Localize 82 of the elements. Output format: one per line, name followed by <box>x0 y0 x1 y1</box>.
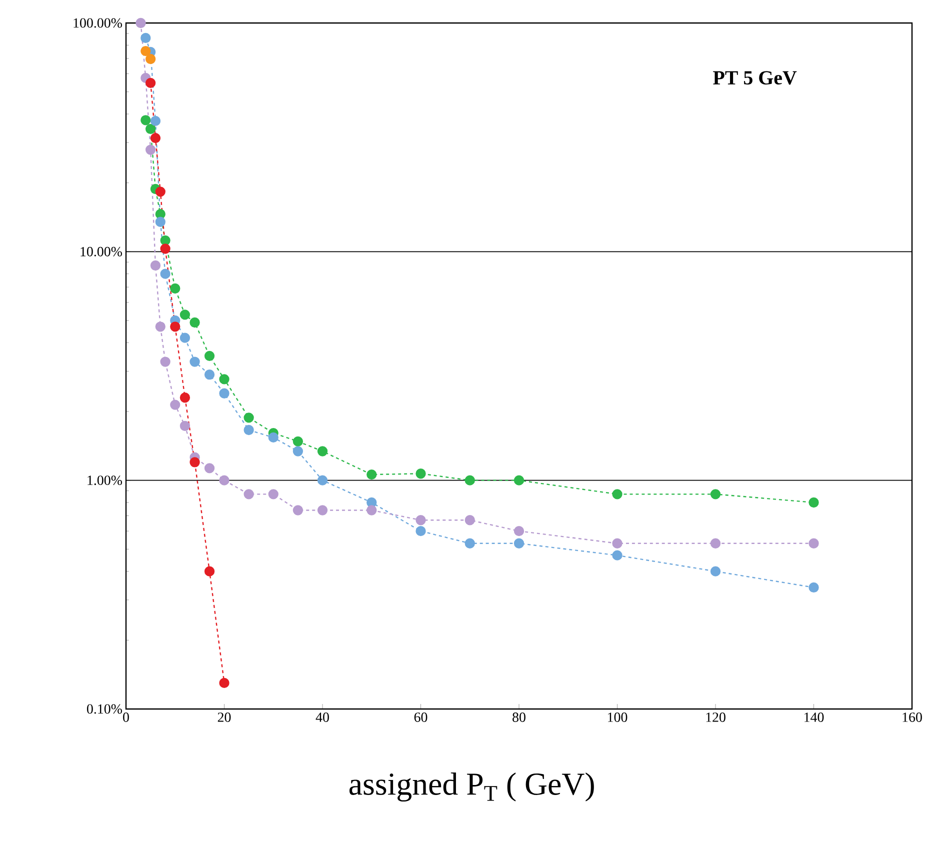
x-tick-label: 40 <box>316 712 329 722</box>
point <box>190 356 200 367</box>
point <box>145 78 156 88</box>
x-axis-title: assigned P$_{T}$ ( GeV) <box>349 772 594 802</box>
point <box>180 310 190 320</box>
point <box>219 475 230 486</box>
point <box>155 216 166 227</box>
point <box>136 18 146 28</box>
point <box>808 497 819 508</box>
point <box>180 392 190 403</box>
point <box>204 566 215 576</box>
point <box>219 678 230 688</box>
point <box>145 54 156 64</box>
point <box>464 538 475 548</box>
point <box>160 244 170 254</box>
point <box>190 457 200 468</box>
point <box>170 322 180 332</box>
point <box>317 505 328 516</box>
point <box>366 469 377 480</box>
point <box>204 350 215 362</box>
x-tick-label: 0 <box>123 712 129 722</box>
point <box>219 388 230 398</box>
x-tick-label: 140 <box>804 712 824 722</box>
point <box>612 550 622 560</box>
point <box>710 566 721 576</box>
point <box>170 400 180 410</box>
point <box>292 436 304 446</box>
point <box>514 538 524 548</box>
x-tick-label: 120 <box>706 712 726 722</box>
x-tick-label: 20 <box>218 712 231 722</box>
point <box>808 538 819 548</box>
point <box>160 235 170 246</box>
point <box>190 317 200 328</box>
point <box>317 475 328 486</box>
y-tick-label: 100.00% <box>74 18 122 28</box>
point <box>317 446 328 456</box>
point <box>514 526 524 536</box>
x-tick-label: 60 <box>414 712 428 722</box>
point <box>180 420 190 431</box>
point <box>140 115 151 126</box>
point <box>155 322 166 332</box>
x-tick-label: 80 <box>512 712 526 722</box>
point <box>710 489 721 500</box>
point <box>204 370 215 380</box>
point <box>160 356 170 367</box>
point <box>464 475 475 486</box>
point <box>366 505 377 516</box>
point <box>219 374 230 384</box>
point <box>416 515 426 526</box>
point <box>150 116 161 126</box>
y-tick-label: 1.00% <box>88 476 122 486</box>
point <box>145 144 156 155</box>
point <box>268 432 278 443</box>
point <box>268 489 278 500</box>
point <box>145 124 156 134</box>
x-tick-label: 160 <box>902 712 922 722</box>
point <box>244 412 254 423</box>
point <box>416 468 426 479</box>
point <box>170 283 180 294</box>
point <box>155 186 166 197</box>
y-tick-label: 0.10% <box>86 704 122 714</box>
point <box>150 260 161 271</box>
point <box>204 463 215 474</box>
point <box>710 538 721 548</box>
point <box>140 32 151 44</box>
x-tick-label: 100 <box>608 712 628 722</box>
point <box>808 582 819 593</box>
point <box>140 46 151 56</box>
point <box>292 505 304 516</box>
point <box>150 132 161 144</box>
annotation: PT 5 GeV <box>713 71 797 85</box>
point <box>180 332 190 343</box>
point <box>612 489 622 500</box>
point <box>514 475 524 486</box>
point <box>292 446 304 456</box>
y-tick-label: 10.00% <box>80 246 122 256</box>
point <box>612 538 622 548</box>
point <box>244 424 254 436</box>
point <box>244 489 254 500</box>
point <box>464 515 475 526</box>
point <box>416 526 426 536</box>
point <box>160 268 170 279</box>
